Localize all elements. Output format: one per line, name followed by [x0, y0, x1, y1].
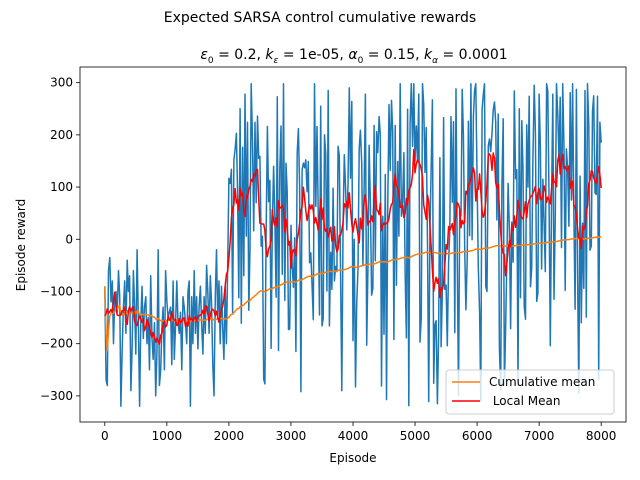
legend-local-label: Local Mean [489, 394, 560, 408]
chart-suptitle: Expected SARSA control cumulative reward… [164, 10, 476, 26]
x-tick-label: 3000 [276, 429, 307, 443]
x-tick-label: 7000 [524, 429, 555, 443]
series-line-cumulative-mean [104, 236, 602, 352]
y-tick-label: 0 [65, 232, 73, 246]
plot-area [104, 82, 602, 408]
x-axis-label: Episode [329, 451, 376, 465]
x-tick-label: 6000 [462, 429, 493, 443]
legend-cumulative-label: Cumulative mean [489, 375, 595, 389]
y-tick-label: −100 [40, 284, 73, 298]
y-tick-label: −200 [40, 337, 73, 351]
x-tick-label: 4000 [338, 429, 369, 443]
series-line-local-mean [104, 148, 602, 345]
legend-box [445, 369, 615, 415]
series-line-episode-reward [104, 82, 602, 408]
y-axis-label: Episode reward [14, 199, 28, 292]
y-tick-label: −300 [40, 389, 73, 403]
y-tick-label: 200 [50, 128, 73, 142]
x-tick-label: 1000 [152, 429, 183, 443]
chart-title: ε0 = 0.2, kε = 1e-05, α0 = 0.15, kα = 0.… [200, 47, 507, 66]
legend: Cumulative mean Local Mean [445, 369, 615, 415]
y-tick-label: 300 [50, 76, 73, 90]
x-tick-label: 8000 [586, 429, 617, 443]
y-tick-label: 100 [50, 180, 73, 194]
axes: 0 1000 2000 3000 4000 5000 6000 7000 8000−300−20… [40, 66, 627, 443]
x-tick-label: 5000 [400, 429, 431, 443]
x-tick-label: 2000 [214, 429, 245, 443]
x-tick-label: 0 [101, 429, 109, 443]
